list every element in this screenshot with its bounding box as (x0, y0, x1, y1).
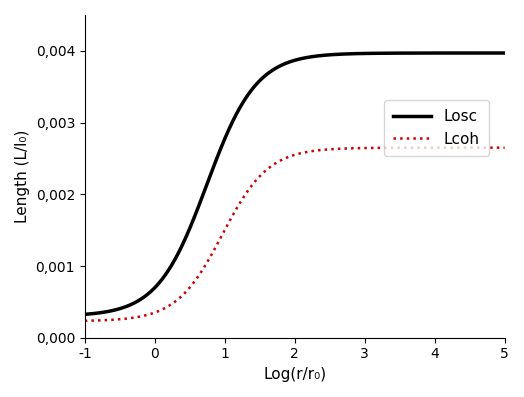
Losc (267, 70, 273, 75)
Losc (417, 51, 423, 56)
Lcoh (501, 145, 508, 150)
Lcoh (409, 145, 416, 150)
Y-axis label: Length (L/l₀): Length (L/l₀) (15, 130, 30, 223)
X-axis label: Log(r/r₀): Log(r/r₀) (263, 367, 326, 382)
Lcoh (417, 145, 423, 150)
Lcoh (370, 146, 376, 150)
Legend: Losc, Lcoh: Losc, Lcoh (384, 100, 488, 156)
Lcoh (82, 318, 88, 323)
Losc (252, 84, 258, 89)
Line: Lcoh: Lcoh (85, 148, 505, 321)
Lcoh (252, 179, 258, 184)
Losc (82, 312, 88, 317)
Lcoh (125, 316, 131, 321)
Losc (501, 51, 508, 56)
Losc (125, 304, 131, 308)
Lcoh (267, 165, 273, 170)
Line: Losc: Losc (85, 53, 505, 314)
Losc (409, 51, 416, 56)
Losc (370, 51, 376, 56)
